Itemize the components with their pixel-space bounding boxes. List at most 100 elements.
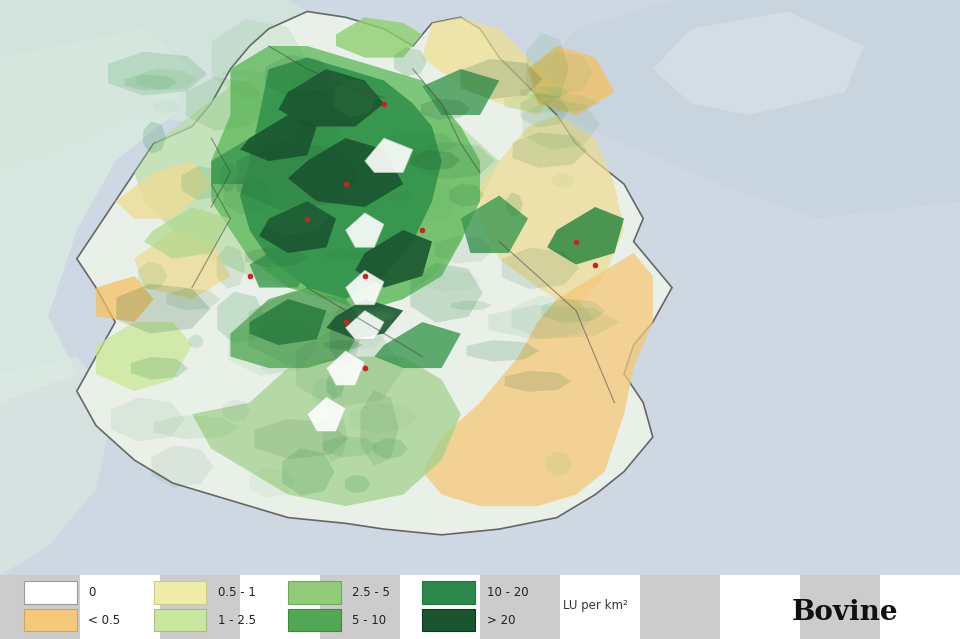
Bar [560, 240, 640, 320]
Polygon shape [240, 115, 317, 161]
Polygon shape [230, 288, 365, 368]
Polygon shape [326, 351, 365, 385]
Polygon shape [111, 397, 185, 442]
Polygon shape [254, 419, 348, 459]
Polygon shape [394, 47, 427, 76]
Polygon shape [346, 213, 384, 247]
Polygon shape [152, 445, 213, 488]
Polygon shape [223, 399, 250, 422]
Bar [880, 160, 960, 240]
Polygon shape [138, 262, 167, 289]
Bar [480, 240, 560, 320]
Bar [0, 0, 80, 80]
Polygon shape [143, 121, 166, 153]
Bar [480, 559, 560, 639]
Bar [80, 320, 160, 399]
Bar [80, 399, 160, 479]
Polygon shape [346, 311, 384, 339]
Bar [880, 0, 960, 80]
Bar [320, 80, 400, 160]
Polygon shape [115, 161, 211, 219]
Bar [800, 0, 880, 80]
Bar [0, 399, 80, 479]
Bar [24, 609, 77, 631]
Polygon shape [116, 284, 210, 334]
Polygon shape [125, 75, 178, 90]
Polygon shape [480, 115, 624, 311]
Bar [288, 609, 341, 631]
Bar [880, 240, 960, 320]
Bar [80, 479, 160, 559]
Polygon shape [414, 142, 494, 180]
Polygon shape [282, 449, 334, 496]
Polygon shape [250, 299, 326, 345]
Bar [0, 160, 80, 240]
Polygon shape [321, 305, 391, 351]
Polygon shape [192, 357, 461, 506]
Bar [240, 479, 320, 559]
Polygon shape [252, 204, 272, 215]
Polygon shape [504, 93, 600, 113]
Polygon shape [410, 263, 483, 323]
Bar [480, 160, 560, 240]
Polygon shape [211, 46, 480, 311]
Polygon shape [545, 452, 572, 476]
Polygon shape [411, 181, 457, 222]
Bar [400, 320, 480, 399]
Bar [480, 320, 560, 399]
Polygon shape [376, 309, 396, 321]
Bar [560, 320, 640, 399]
Bar [640, 320, 720, 399]
Bar [240, 559, 320, 639]
Bar [320, 479, 400, 559]
Polygon shape [411, 150, 461, 171]
Bar [400, 559, 480, 639]
Polygon shape [323, 410, 348, 462]
Bar [320, 160, 400, 240]
Bar [880, 320, 960, 399]
Bar [560, 559, 640, 639]
Polygon shape [96, 276, 154, 322]
Polygon shape [624, 173, 960, 575]
Polygon shape [186, 77, 268, 131]
Bar [240, 80, 320, 160]
Bar [154, 581, 206, 604]
Bar [288, 581, 341, 604]
Bar [422, 581, 475, 604]
Bar [800, 399, 880, 479]
Bar [800, 240, 880, 320]
Bar [720, 320, 800, 399]
Text: 10 - 20: 10 - 20 [487, 586, 528, 599]
Bar [160, 479, 240, 559]
Bar [422, 609, 475, 631]
Polygon shape [136, 69, 196, 90]
Bar [880, 479, 960, 559]
Polygon shape [489, 305, 620, 339]
Polygon shape [267, 66, 348, 92]
Bar [720, 240, 800, 320]
Polygon shape [336, 17, 422, 58]
Polygon shape [0, 0, 336, 173]
Polygon shape [250, 468, 295, 498]
Polygon shape [374, 322, 461, 368]
Bar [480, 0, 560, 80]
Text: 2.5 - 5: 2.5 - 5 [352, 586, 390, 599]
Polygon shape [96, 322, 192, 391]
Bar [560, 479, 640, 559]
Polygon shape [351, 311, 392, 322]
Bar [240, 160, 320, 240]
Bar [0, 479, 80, 559]
Polygon shape [355, 230, 432, 288]
Polygon shape [547, 207, 624, 265]
Polygon shape [228, 318, 318, 376]
Bar [560, 0, 640, 80]
Polygon shape [345, 475, 371, 493]
Bar [80, 240, 160, 320]
Polygon shape [365, 138, 413, 173]
Polygon shape [346, 270, 384, 305]
Bar [400, 240, 480, 320]
Bar [400, 0, 480, 80]
Polygon shape [223, 70, 260, 77]
Polygon shape [421, 271, 482, 291]
Polygon shape [329, 306, 361, 367]
